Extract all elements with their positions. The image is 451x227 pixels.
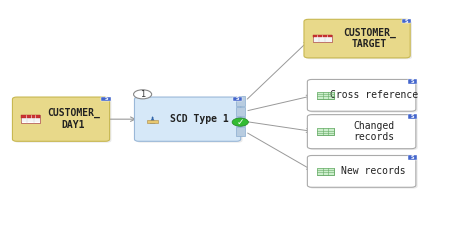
FancyBboxPatch shape [304, 19, 410, 58]
FancyBboxPatch shape [305, 21, 411, 59]
FancyBboxPatch shape [312, 35, 331, 42]
FancyBboxPatch shape [317, 168, 333, 175]
FancyBboxPatch shape [312, 35, 331, 37]
Text: S: S [410, 114, 413, 119]
Text: S: S [410, 79, 413, 84]
FancyBboxPatch shape [235, 127, 244, 136]
FancyBboxPatch shape [317, 168, 333, 175]
FancyBboxPatch shape [235, 107, 244, 116]
FancyBboxPatch shape [308, 81, 417, 113]
Text: New records: New records [341, 166, 405, 176]
FancyBboxPatch shape [407, 79, 416, 84]
Text: S: S [404, 19, 407, 24]
Text: CUSTOMER_
TARGET: CUSTOMER_ TARGET [342, 28, 395, 49]
FancyBboxPatch shape [101, 97, 110, 101]
FancyBboxPatch shape [407, 155, 416, 160]
FancyBboxPatch shape [13, 97, 110, 141]
Text: S: S [235, 96, 238, 101]
FancyBboxPatch shape [21, 115, 40, 118]
FancyBboxPatch shape [307, 79, 415, 111]
Text: S: S [104, 96, 107, 101]
FancyBboxPatch shape [14, 99, 111, 143]
FancyBboxPatch shape [235, 96, 244, 106]
Text: SCD Type 1: SCD Type 1 [170, 114, 229, 124]
FancyBboxPatch shape [307, 155, 415, 187]
Text: Changed
records: Changed records [353, 121, 393, 143]
FancyBboxPatch shape [147, 120, 157, 123]
FancyBboxPatch shape [401, 19, 410, 23]
Circle shape [232, 118, 248, 126]
FancyBboxPatch shape [407, 114, 416, 119]
FancyBboxPatch shape [134, 97, 240, 141]
FancyBboxPatch shape [308, 157, 417, 189]
FancyBboxPatch shape [317, 128, 333, 135]
FancyBboxPatch shape [307, 115, 415, 149]
Text: CUSTOMER_
DAY1: CUSTOMER_ DAY1 [47, 108, 99, 130]
FancyBboxPatch shape [232, 97, 241, 101]
FancyBboxPatch shape [21, 115, 40, 123]
Text: 1: 1 [140, 90, 145, 99]
FancyBboxPatch shape [308, 116, 417, 150]
FancyBboxPatch shape [317, 92, 333, 99]
FancyBboxPatch shape [317, 92, 333, 99]
Text: ✓: ✓ [236, 118, 244, 127]
Text: S: S [410, 155, 413, 160]
Text: Cross reference: Cross reference [329, 90, 417, 100]
Circle shape [133, 90, 152, 99]
FancyBboxPatch shape [136, 99, 242, 143]
FancyBboxPatch shape [235, 117, 244, 126]
FancyBboxPatch shape [317, 128, 333, 135]
